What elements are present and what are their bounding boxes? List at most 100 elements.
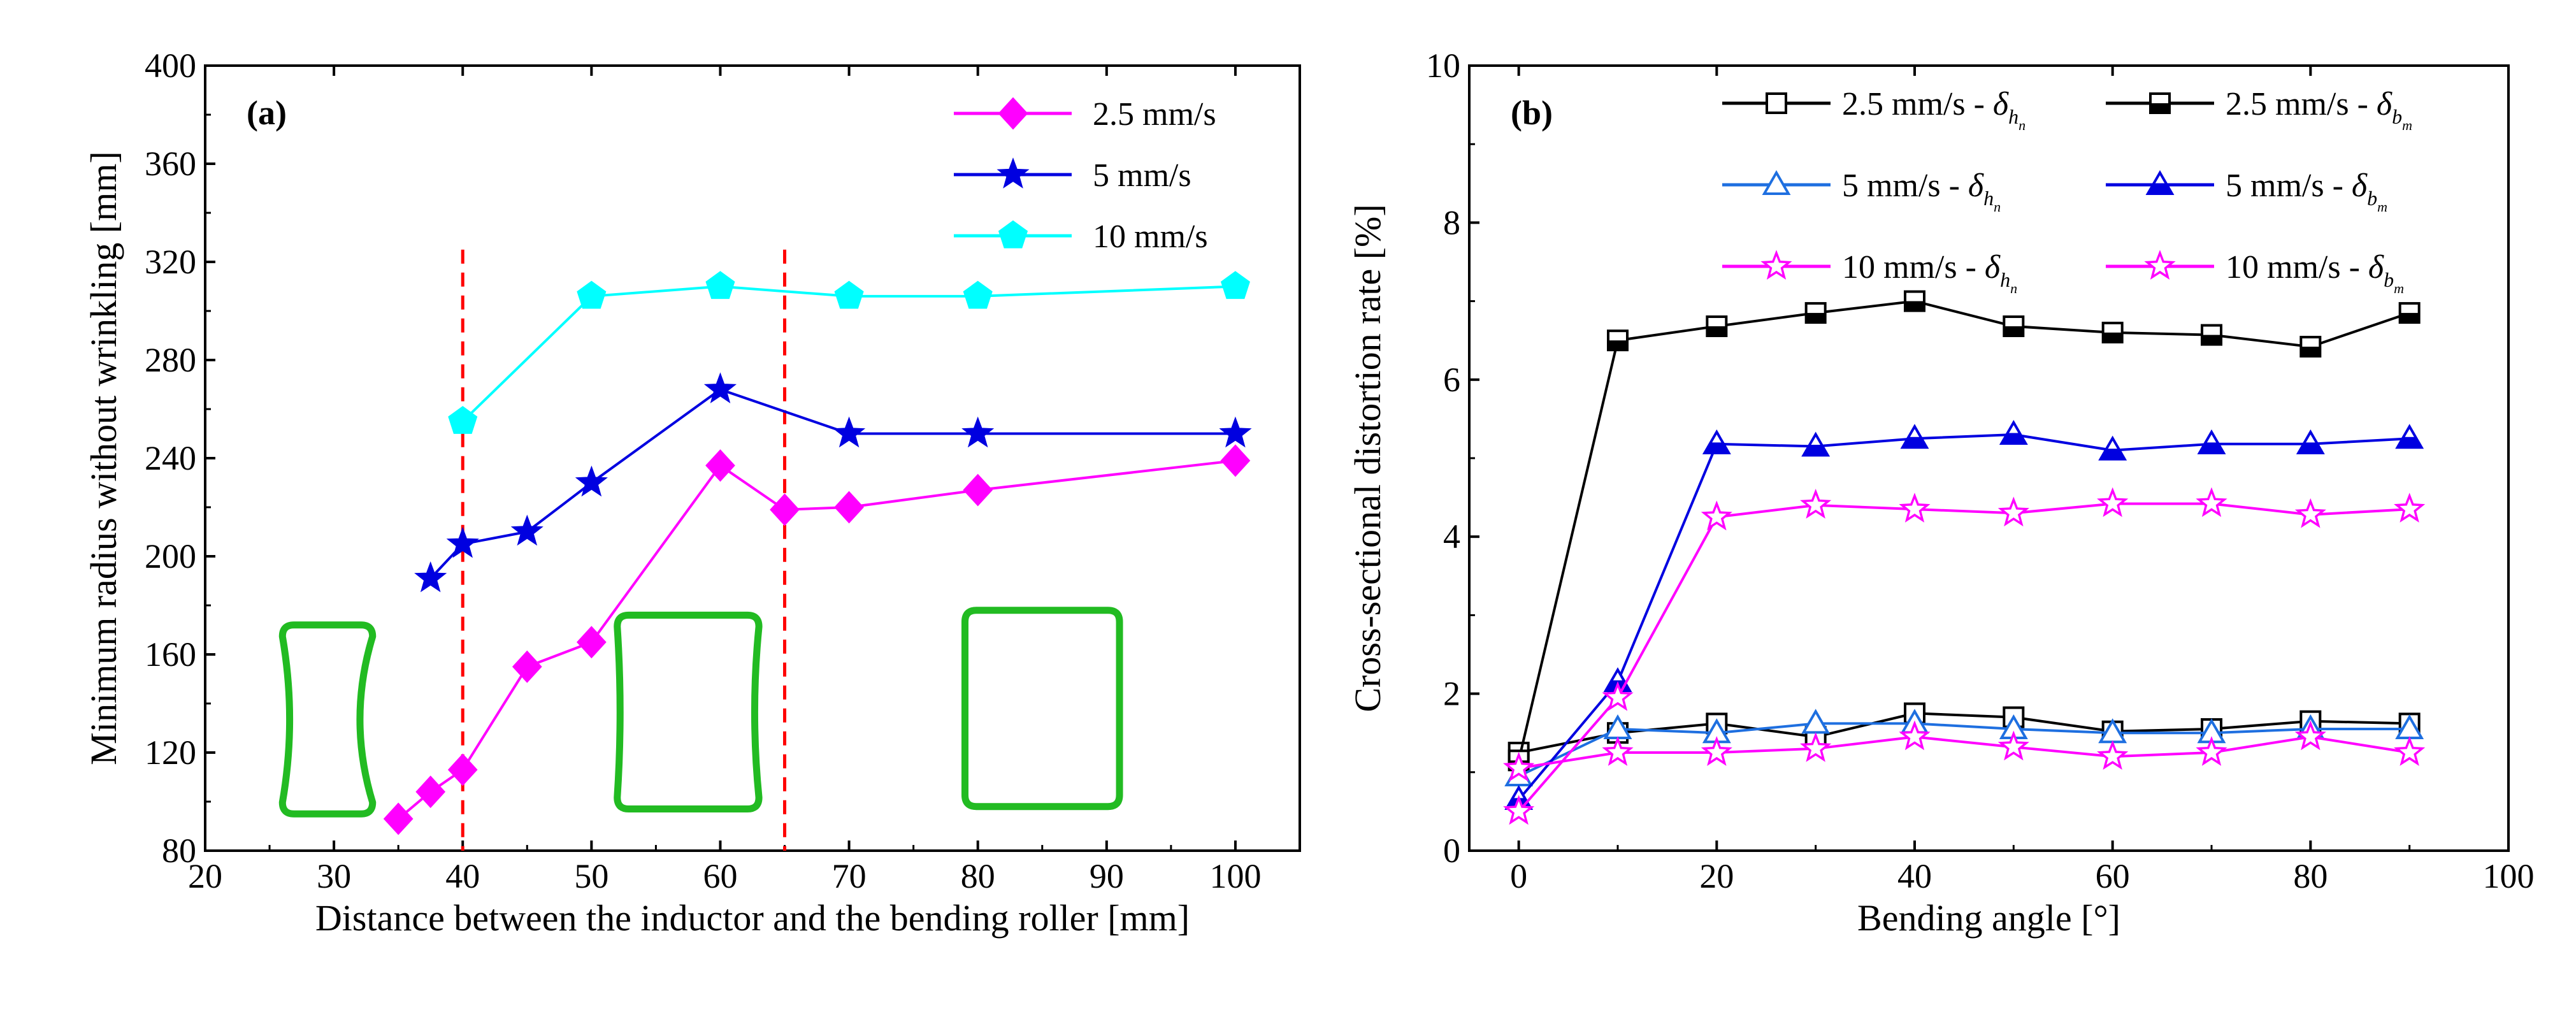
panel-label: (b) bbox=[1511, 94, 1553, 132]
legend-speed: 2.5 mm/s bbox=[1842, 86, 1966, 122]
data-point-s1-2 bbox=[1706, 315, 1728, 338]
data-point-s4-8-shape bbox=[2294, 720, 2326, 751]
x-axis-label: Bending angle [°] bbox=[1857, 897, 2120, 939]
data-point-s5-5 bbox=[1997, 496, 2029, 527]
y-tick-label: 6 bbox=[1443, 361, 1460, 399]
data-point-s1-5-shape bbox=[833, 416, 866, 448]
series-line-0 bbox=[1518, 712, 2410, 754]
data-point-s4-5 bbox=[1997, 730, 2029, 761]
legend-separator: - bbox=[2349, 86, 2377, 122]
y-tick-label: 80 bbox=[162, 832, 196, 870]
x-tick-label: 90 bbox=[1090, 857, 1124, 895]
x-tick-label: 20 bbox=[188, 857, 222, 895]
data-point-s0-9-shape bbox=[1220, 444, 1251, 477]
legend-item-0: 2.5 mm/s - δhn bbox=[1722, 86, 2026, 133]
legend-label-1: 2.5 mm/s - δbm bbox=[2226, 86, 2412, 133]
data-point-s4-5-shape bbox=[1997, 730, 2029, 761]
legend-subsubscript: n bbox=[2018, 117, 2026, 133]
data-point-s1-7-shape bbox=[1219, 416, 1252, 448]
data-point-s1-1 bbox=[446, 526, 479, 558]
legend-subsubscript: n bbox=[2010, 280, 2017, 296]
data-point-s5-7 bbox=[2196, 487, 2227, 517]
legend-marker-1 bbox=[997, 157, 1030, 189]
legend-marker-3 bbox=[2145, 170, 2175, 195]
data-point-s4-4 bbox=[1899, 720, 1931, 751]
data-point-s5-0-shape bbox=[1503, 795, 1535, 825]
data-point-s3-2-fill bbox=[1704, 442, 1729, 453]
data-point-s1-7-fill bbox=[2202, 335, 2221, 345]
data-point-s5-8 bbox=[2294, 498, 2326, 528]
data-point-s1-6 bbox=[2101, 321, 2124, 343]
data-point-s5-8-shape bbox=[2294, 498, 2326, 528]
x-tick-label: 80 bbox=[961, 857, 995, 895]
legend-marker-0 bbox=[1766, 92, 1787, 114]
series-line-3 bbox=[1518, 433, 2410, 801]
data-point-s0-4-shape bbox=[576, 626, 607, 659]
legend-marker-2 bbox=[1762, 170, 1791, 195]
legend-separator: - bbox=[2341, 249, 2368, 285]
data-point-s2-4 bbox=[963, 280, 993, 309]
legend-label-4: 10 mm/s - δhn bbox=[1842, 249, 2017, 296]
data-point-s0-0 bbox=[383, 802, 414, 835]
data-point-s3-7-fill bbox=[2199, 442, 2224, 453]
data-point-s1-9-fill bbox=[2400, 313, 2419, 323]
data-point-s1-3-shape bbox=[575, 465, 608, 497]
data-point-s0-7 bbox=[834, 491, 864, 524]
legend-subscript: h bbox=[1983, 187, 1994, 210]
legend-marker-2 bbox=[998, 220, 1028, 249]
data-point-s0-5-shape bbox=[705, 449, 735, 482]
legend-subscript: b bbox=[2367, 187, 2377, 210]
legend-marker-1-fill bbox=[2150, 103, 2169, 113]
cross-section-shape-1 bbox=[278, 621, 377, 818]
data-point-s4-6 bbox=[2097, 740, 2129, 770]
cross-section-shape-2 bbox=[614, 611, 763, 813]
data-point-s0-5 bbox=[705, 449, 735, 482]
legend-separator: - bbox=[1941, 168, 1968, 204]
data-point-s5-0 bbox=[1503, 795, 1535, 825]
x-tick-label: 80 bbox=[2293, 857, 2328, 895]
data-point-s0-0-shape bbox=[383, 802, 414, 835]
data-point-s2-1-shape bbox=[577, 280, 607, 309]
legend-marker-0-shape bbox=[1766, 92, 1787, 114]
data-point-s2-0-shape bbox=[448, 406, 478, 434]
y-axis-label: Cross-sectional distortion rate [%] bbox=[1347, 204, 1388, 712]
legend-subsubscript: m bbox=[2394, 280, 2404, 296]
data-point-s1-3 bbox=[1804, 302, 1827, 324]
legend-subsubscript: m bbox=[2377, 199, 2387, 215]
data-point-s1-4-fill bbox=[1905, 301, 1924, 311]
x-axis-label: Distance between the inductor and the be… bbox=[315, 897, 1190, 939]
data-point-s3-3-fill bbox=[1803, 445, 1828, 456]
data-point-s1-6-shape bbox=[961, 416, 995, 448]
data-point-s4-7 bbox=[2196, 736, 2227, 766]
data-point-s4-6-shape bbox=[2097, 740, 2129, 770]
series-line-1 bbox=[429, 387, 1235, 580]
data-point-s1-8 bbox=[2299, 336, 2322, 358]
data-point-s1-5 bbox=[833, 416, 866, 448]
data-point-s1-5-fill bbox=[2004, 326, 2024, 336]
legend-item-4: 10 mm/s - δhn bbox=[1722, 249, 2017, 296]
y-tick-label: 2 bbox=[1443, 675, 1460, 713]
legend-speed: 5 mm/s bbox=[2226, 168, 2324, 204]
data-point-s1-2 bbox=[510, 514, 543, 546]
legend-marker-2-shape bbox=[1762, 170, 1791, 195]
data-point-s1-9 bbox=[2398, 302, 2421, 324]
data-point-s0-2 bbox=[447, 753, 478, 786]
data-point-s2-2-shape bbox=[705, 271, 735, 299]
legend-label-2: 5 mm/s - δhn bbox=[1842, 168, 2001, 215]
data-point-s2-3-shape bbox=[1801, 709, 1831, 734]
data-point-s5-1-shape bbox=[1602, 681, 1634, 711]
series-line-4 bbox=[1518, 735, 2410, 770]
data-point-s1-0 bbox=[414, 561, 447, 593]
data-point-s3-9 bbox=[2395, 424, 2424, 449]
legend-delta-symbol: δ bbox=[1968, 168, 1984, 204]
y-tick-label: 120 bbox=[145, 733, 196, 772]
series-line-2 bbox=[1518, 722, 2410, 777]
legend-marker-4-shape bbox=[1760, 250, 1792, 280]
data-point-s3-5 bbox=[1999, 420, 2028, 445]
legend-separator: - bbox=[1957, 249, 1985, 285]
data-point-s1-7 bbox=[1219, 416, 1252, 448]
legend-marker-0-shape bbox=[998, 97, 1028, 130]
x-tick-label: 100 bbox=[2483, 857, 2535, 895]
